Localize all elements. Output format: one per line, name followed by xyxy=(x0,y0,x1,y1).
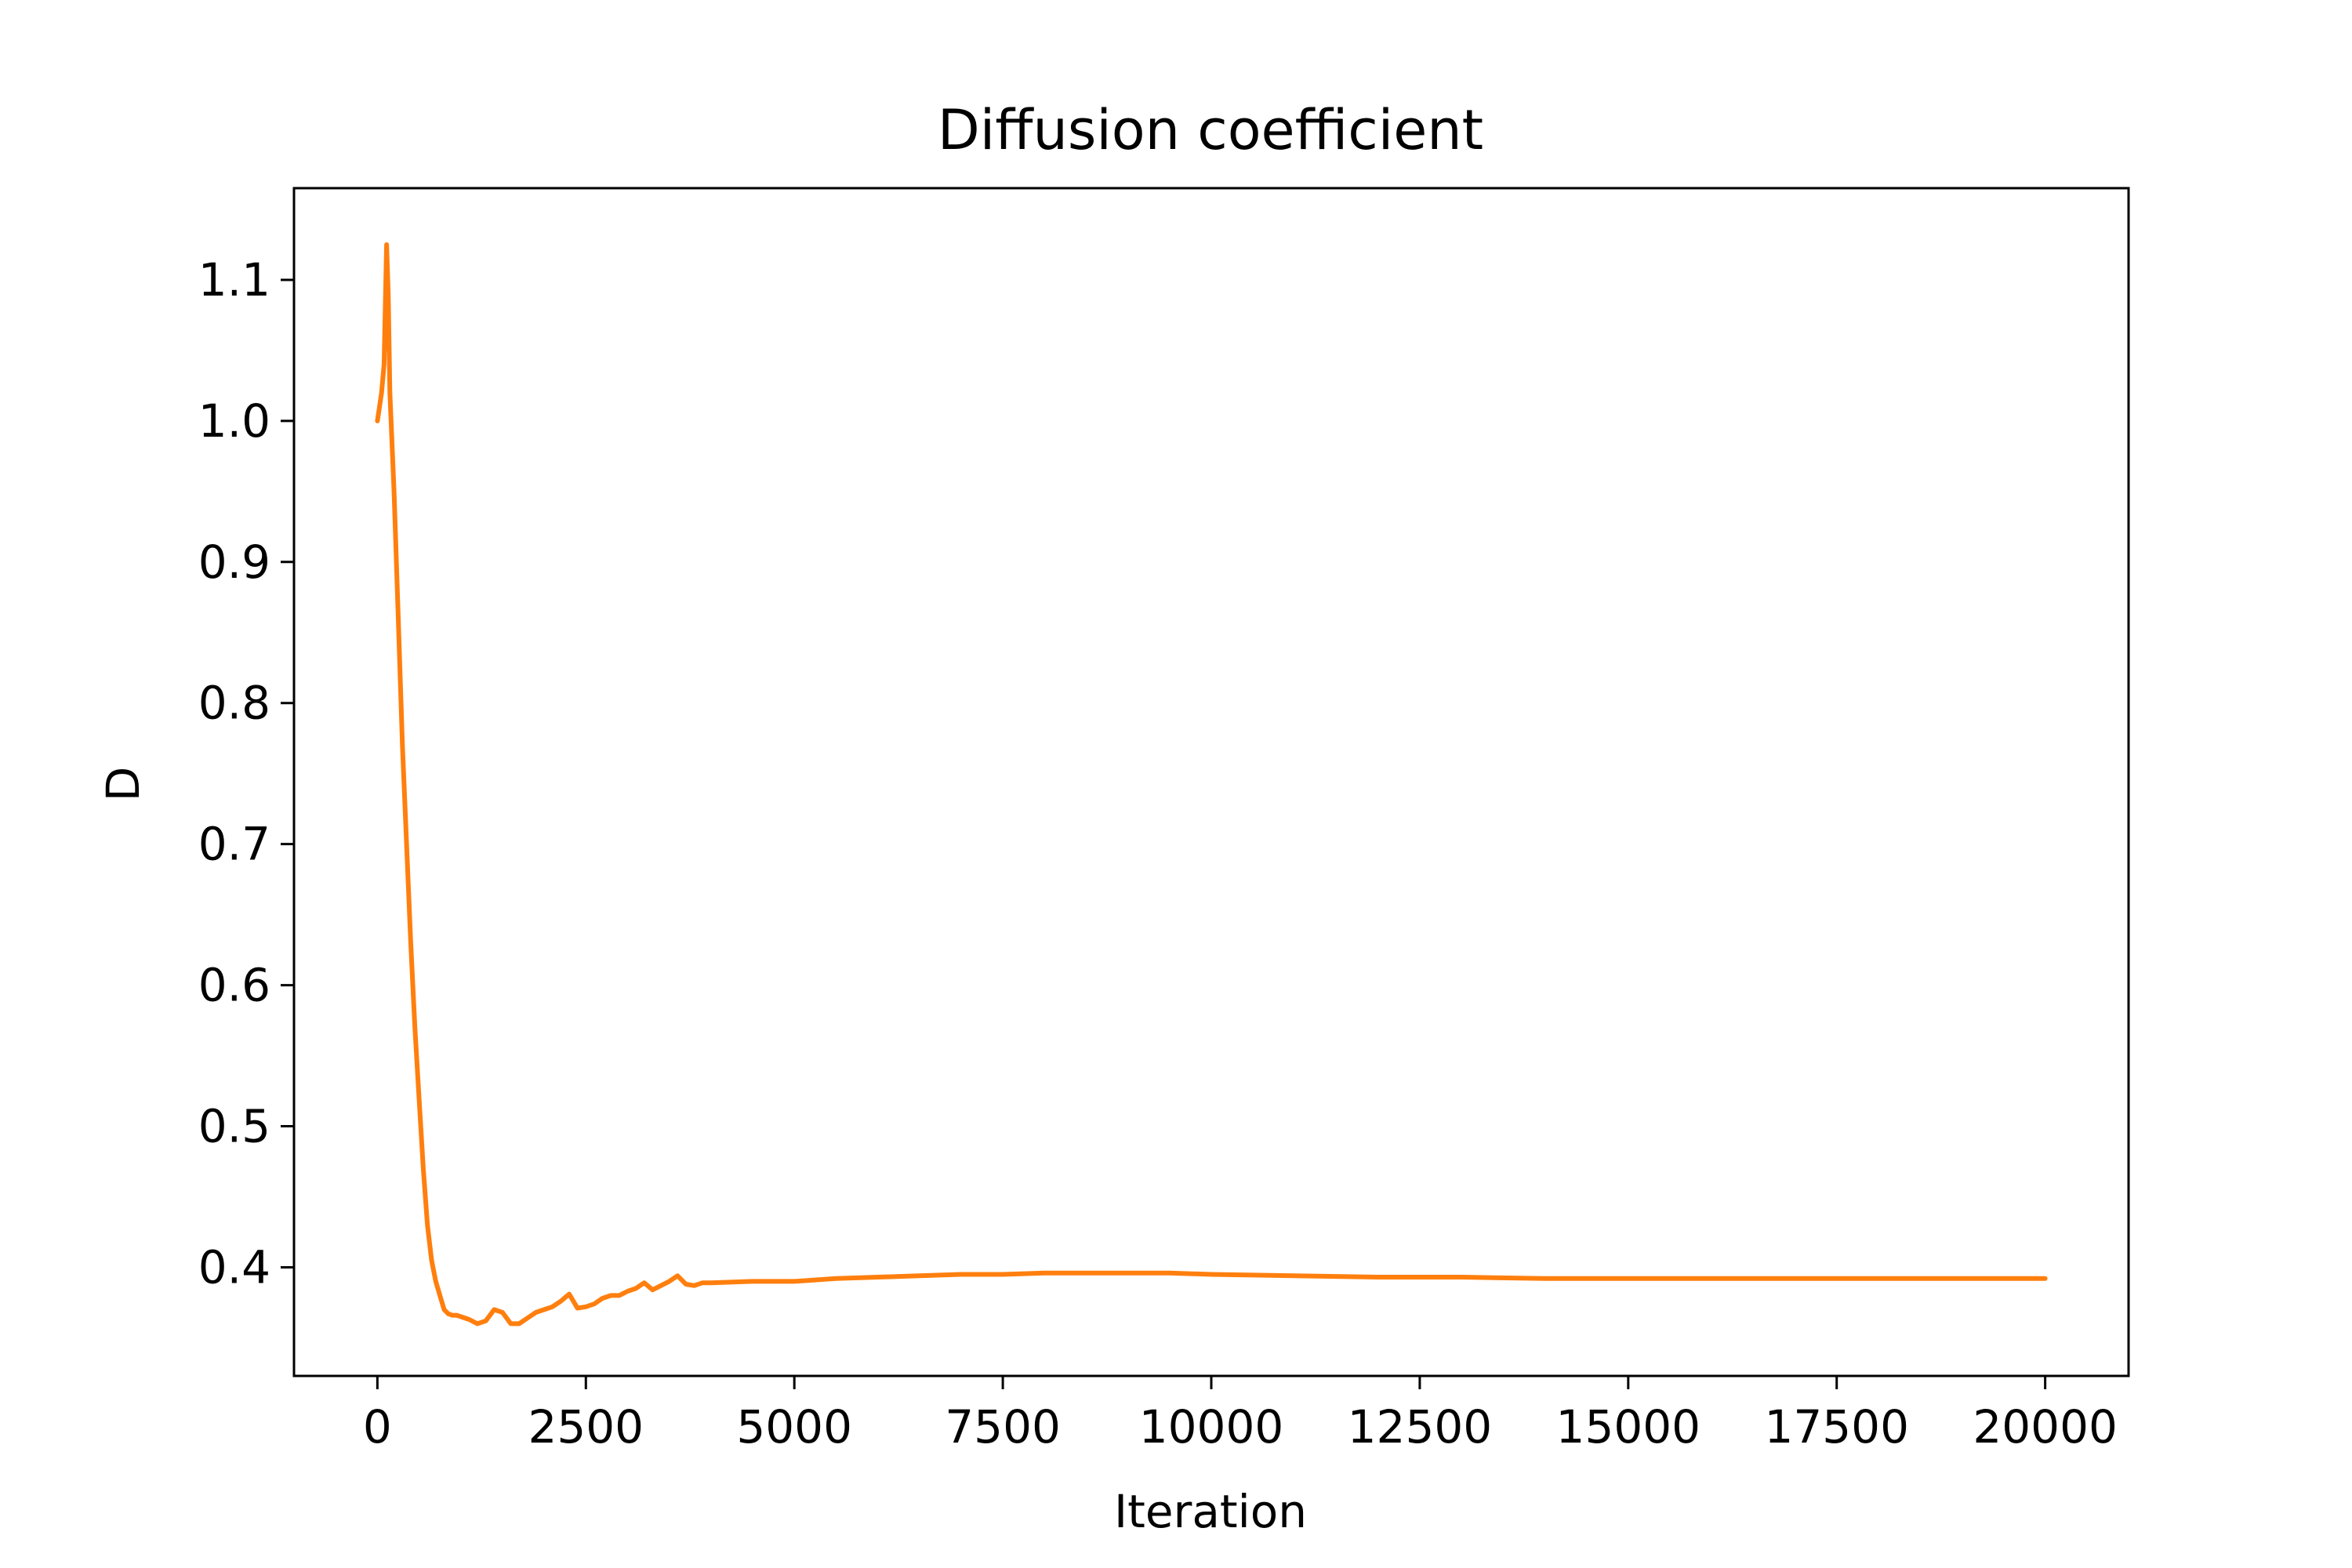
x-tick-label: 2500 xyxy=(528,1400,644,1454)
y-axis-label: D xyxy=(96,767,150,802)
series-layer xyxy=(375,242,2048,1327)
y-tick-label: 0.6 xyxy=(198,959,270,1012)
y-tick-label: 0.9 xyxy=(198,535,270,589)
x-tick-label: 17500 xyxy=(1764,1400,1909,1454)
y-tick-label: 1.1 xyxy=(198,253,270,307)
x-tick-label: 5000 xyxy=(736,1400,852,1454)
x-axis-label: Iteration xyxy=(1114,1485,1307,1538)
x-tick-label: 7500 xyxy=(945,1400,1061,1454)
x-tick-label: 12500 xyxy=(1348,1400,1493,1454)
x-tick-label: 20000 xyxy=(1973,1400,2118,1454)
y-axis-ticks: 0.4 0.5 0.6 0.7 0.8 0.9 1.0 1.1 xyxy=(198,253,294,1294)
x-tick-label: 0 xyxy=(363,1400,392,1454)
y-tick-label: 0.5 xyxy=(198,1100,270,1153)
plot-frame xyxy=(292,187,2130,1377)
series-line-0 xyxy=(375,242,2048,1327)
chart-title: Diffusion coefficient xyxy=(938,98,1483,162)
y-tick-label: 1.0 xyxy=(198,394,270,448)
y-tick-label: 0.7 xyxy=(198,818,270,871)
y-tick-label: 0.8 xyxy=(198,677,270,730)
x-tick-label: 15000 xyxy=(1556,1400,1701,1454)
x-tick-label: 10000 xyxy=(1139,1400,1284,1454)
y-tick-label: 0.4 xyxy=(198,1240,270,1294)
x-axis-ticks: 0 2500 5000 7500 10000 12500 15000 17500 20000 xyxy=(363,1376,2118,1454)
